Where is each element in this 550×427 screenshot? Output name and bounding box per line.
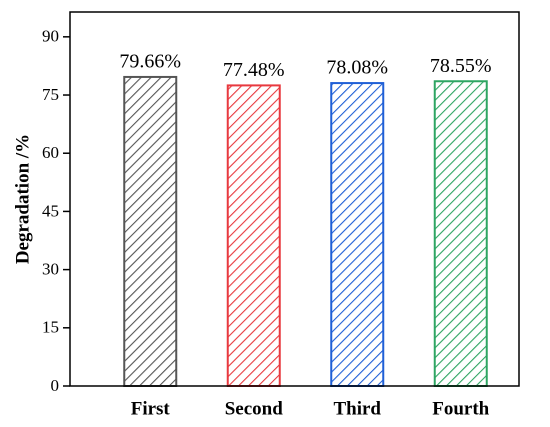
y-axis-title: Degradation /% bbox=[12, 134, 33, 264]
y-tick-label: 45 bbox=[42, 201, 59, 220]
y-tick-label: 60 bbox=[42, 143, 59, 162]
x-tick-label: Second bbox=[225, 398, 284, 419]
plot-frame bbox=[69, 11, 520, 387]
value-label: 78.08% bbox=[326, 57, 388, 79]
y-tick-label: 75 bbox=[42, 85, 59, 104]
bar bbox=[330, 82, 385, 387]
value-label: 78.55% bbox=[430, 55, 492, 77]
y-tick-label: 90 bbox=[42, 27, 59, 46]
value-label: 79.66% bbox=[119, 51, 181, 73]
bar bbox=[433, 80, 488, 387]
y-tick-label: 30 bbox=[42, 260, 59, 279]
value-label: 77.48% bbox=[223, 59, 285, 81]
x-tick-label: First bbox=[131, 398, 171, 419]
bar bbox=[123, 75, 178, 387]
y-tick-label: 0 bbox=[51, 376, 60, 395]
x-tick-label: Fourth bbox=[432, 398, 489, 419]
x-tick-label: Third bbox=[333, 398, 381, 419]
y-tick-label: 15 bbox=[42, 318, 59, 337]
bar bbox=[226, 84, 281, 387]
